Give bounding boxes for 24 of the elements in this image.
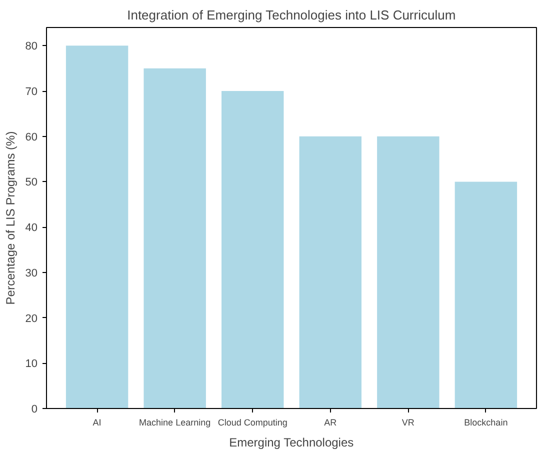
y-tick-label: 40 bbox=[25, 222, 38, 234]
y-tick-label: 0 bbox=[31, 404, 38, 416]
chart-title: Integration of Emerging Technologies into LIS Curriculum bbox=[127, 8, 456, 22]
y-tick-label: 20 bbox=[25, 312, 38, 325]
bar bbox=[299, 136, 362, 408]
bar bbox=[144, 68, 206, 408]
y-tick-label: 80 bbox=[25, 40, 38, 53]
x-tick-label: AR bbox=[324, 418, 338, 428]
y-tick-label: 30 bbox=[25, 267, 38, 280]
bar bbox=[377, 136, 440, 408]
y-tick-label: 50 bbox=[25, 176, 38, 189]
y-tick-label: 10 bbox=[25, 358, 38, 370]
x-tick-label: Blockchain bbox=[464, 418, 508, 428]
bar bbox=[66, 46, 128, 408]
y-tick-label: 70 bbox=[25, 86, 38, 98]
x-tick-label: Machine Learning bbox=[139, 418, 211, 428]
bar bbox=[454, 182, 518, 408]
x-axis-title: Emerging Technologies bbox=[229, 436, 354, 450]
bar bbox=[222, 91, 284, 408]
y-tick-label: 60 bbox=[25, 131, 38, 144]
y-axis-title: Percentage of LIS Programs (%) bbox=[3, 131, 18, 305]
x-tick-label: Cloud Computing bbox=[218, 418, 288, 428]
x-tick-label: AI bbox=[92, 418, 102, 428]
x-tick-label: VR bbox=[402, 418, 415, 428]
